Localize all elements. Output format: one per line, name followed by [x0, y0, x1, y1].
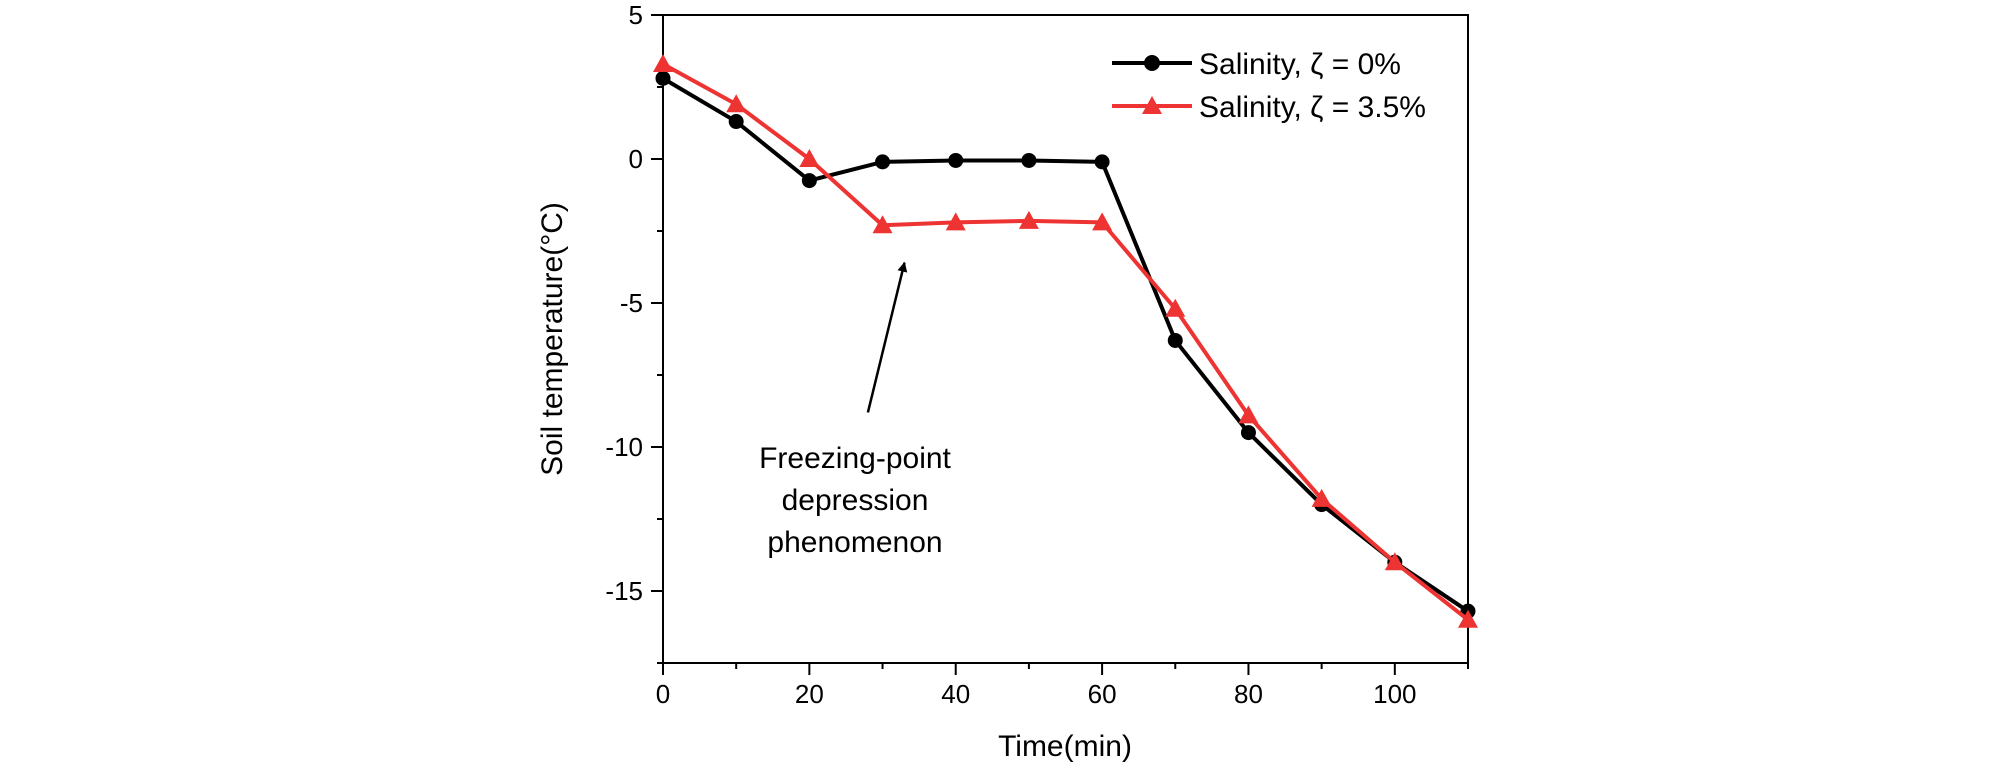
x-tick-label-4: 80	[1234, 679, 1263, 709]
annotation-line-2: depression	[782, 484, 929, 517]
x-tick-label-5: 100	[1373, 679, 1416, 709]
plot-frame	[662, 14, 1469, 664]
series-1-point-3	[872, 215, 893, 234]
series-0-point-7	[1167, 332, 1183, 348]
y-axis-title: Soil temperature(°C)	[536, 202, 569, 476]
series-0-point-3	[875, 154, 891, 170]
series-0-point-4	[948, 152, 964, 168]
x-tick-label-1: 20	[795, 679, 824, 709]
series-1-point-11	[1458, 609, 1478, 628]
legend-marker-series-1	[1142, 96, 1162, 114]
series-1-point-5	[1018, 210, 1039, 229]
y-tick-label-3: -10	[605, 432, 643, 462]
legend-label-series-1: Salinity, ζ = 3.5%	[1199, 91, 1426, 124]
x-axis-ticks: 0 20 40 60 80 100	[656, 663, 1469, 709]
series-1-point-2	[799, 149, 820, 167]
y-tick-label-2: -5	[620, 288, 643, 318]
y-tick-label-4: -15	[605, 576, 643, 606]
series-1-point-0	[653, 53, 673, 72]
series-line-1	[662, 62, 1470, 622]
x-tick-label-2: 40	[941, 679, 970, 709]
y-tick-label-0: 5	[629, 0, 643, 30]
series-layer	[653, 53, 1478, 628]
annotation: Freezing-point depression phenomenon	[759, 261, 952, 559]
series-0-point-0	[655, 70, 671, 86]
series-1-point-4	[945, 212, 966, 231]
legend-item-series-0: Salinity, ζ = 0%	[1112, 48, 1401, 81]
legend-label-series-0: Salinity, ζ = 0%	[1199, 48, 1401, 81]
series-1-point-8	[1238, 405, 1259, 424]
annotation-line-3: phenomenon	[767, 526, 942, 559]
legend: Salinity, ζ = 0% Salinity, ζ = 3.5%	[1112, 48, 1426, 124]
x-axis-title: Time(min)	[998, 730, 1132, 763]
legend-item-series-1: Salinity, ζ = 3.5%	[1112, 91, 1426, 124]
x-tick-label-0: 0	[656, 679, 670, 709]
annotation-arrow	[866, 261, 908, 413]
series-1-point-10	[1384, 552, 1405, 571]
series-0-point-2	[801, 173, 817, 189]
series-0-point-1	[728, 114, 744, 130]
y-axis-ticks: 5 0 -5 -10 -15	[605, 0, 663, 664]
y-tick-label-1: 0	[629, 144, 643, 174]
legend-marker-series-0	[1144, 55, 1160, 71]
x-tick-label-3: 60	[1088, 679, 1117, 709]
series-0-point-5	[1021, 152, 1037, 168]
series-1-point-7	[1165, 298, 1186, 317]
series-1-point-1	[726, 94, 747, 113]
series-0-point-8	[1240, 425, 1256, 441]
series-1-point-9	[1311, 488, 1332, 507]
series-line-0	[661, 76, 1470, 613]
series-0-point-6	[1094, 154, 1110, 170]
series-1-point-6	[1092, 212, 1113, 231]
annotation-line-1: Freezing-point	[759, 442, 951, 475]
